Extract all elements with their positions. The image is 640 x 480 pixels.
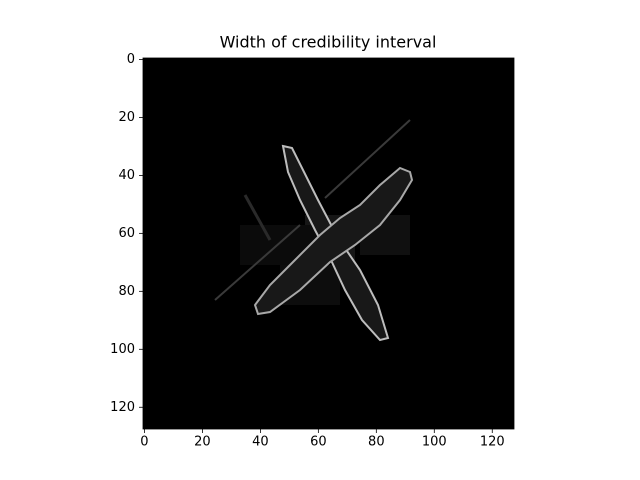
x-tick-label: 0: [140, 435, 148, 450]
x-tick-label: 80: [368, 435, 385, 450]
chart-title: Width of credibility interval: [220, 33, 437, 52]
y-tick-label: 0: [127, 52, 135, 67]
x-tick-label: 20: [194, 435, 211, 450]
x-tick-label: 100: [422, 435, 447, 450]
y-tick-label: 100: [110, 342, 135, 357]
y-tick-label: 120: [110, 400, 135, 415]
y-tick-label: 80: [118, 284, 135, 299]
image: [143, 58, 514, 429]
y-tick-label: 40: [118, 168, 135, 183]
x-tick-label: 120: [480, 435, 505, 450]
y-tick-label: 60: [118, 226, 135, 241]
y-tick-label: 20: [118, 110, 135, 125]
x-tick-label: 60: [310, 435, 327, 450]
x-tick-label: 40: [252, 435, 269, 450]
